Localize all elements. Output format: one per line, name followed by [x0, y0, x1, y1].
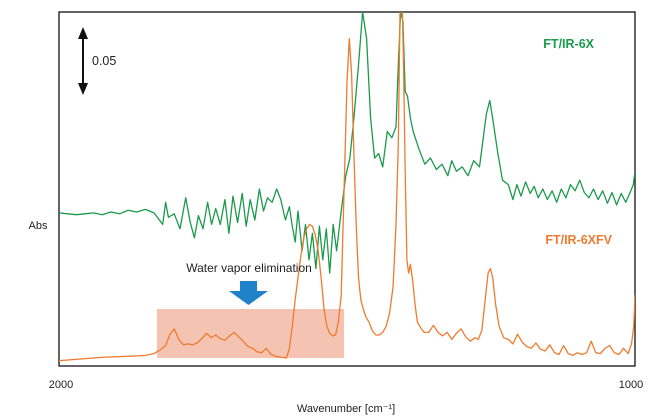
water-vapor-region-box — [156, 309, 345, 358]
x-tick-2000: 2000 — [49, 379, 73, 391]
x-axis-label: Wavenumber [cm⁻¹] — [297, 403, 395, 415]
series-layer — [59, 12, 635, 362]
series-line-ftir-6x — [59, 12, 635, 274]
arrow-head — [229, 291, 268, 305]
arrow-body — [240, 281, 257, 291]
scale-bar-label: 0.05 — [92, 54, 116, 68]
series-line-ftir-6xfv — [59, 12, 635, 362]
down-arrow-icon — [229, 281, 268, 305]
scale-bar-arrow-up-icon — [78, 27, 88, 39]
x-tick-1000: 1000 — [619, 379, 643, 391]
scale-bar: 0.05 — [78, 27, 116, 95]
series-label-ftir-6x: FT/IR-6X — [543, 37, 594, 51]
plot-frame — [58, 11, 636, 367]
y-axis-label: Abs — [29, 220, 48, 232]
scale-bar-arrow-down-icon — [78, 83, 88, 95]
water-vapor-annotation: Water vapor elimination — [186, 261, 312, 275]
series-label-ftir-6xfv: FT/IR-6XFV — [545, 233, 612, 247]
